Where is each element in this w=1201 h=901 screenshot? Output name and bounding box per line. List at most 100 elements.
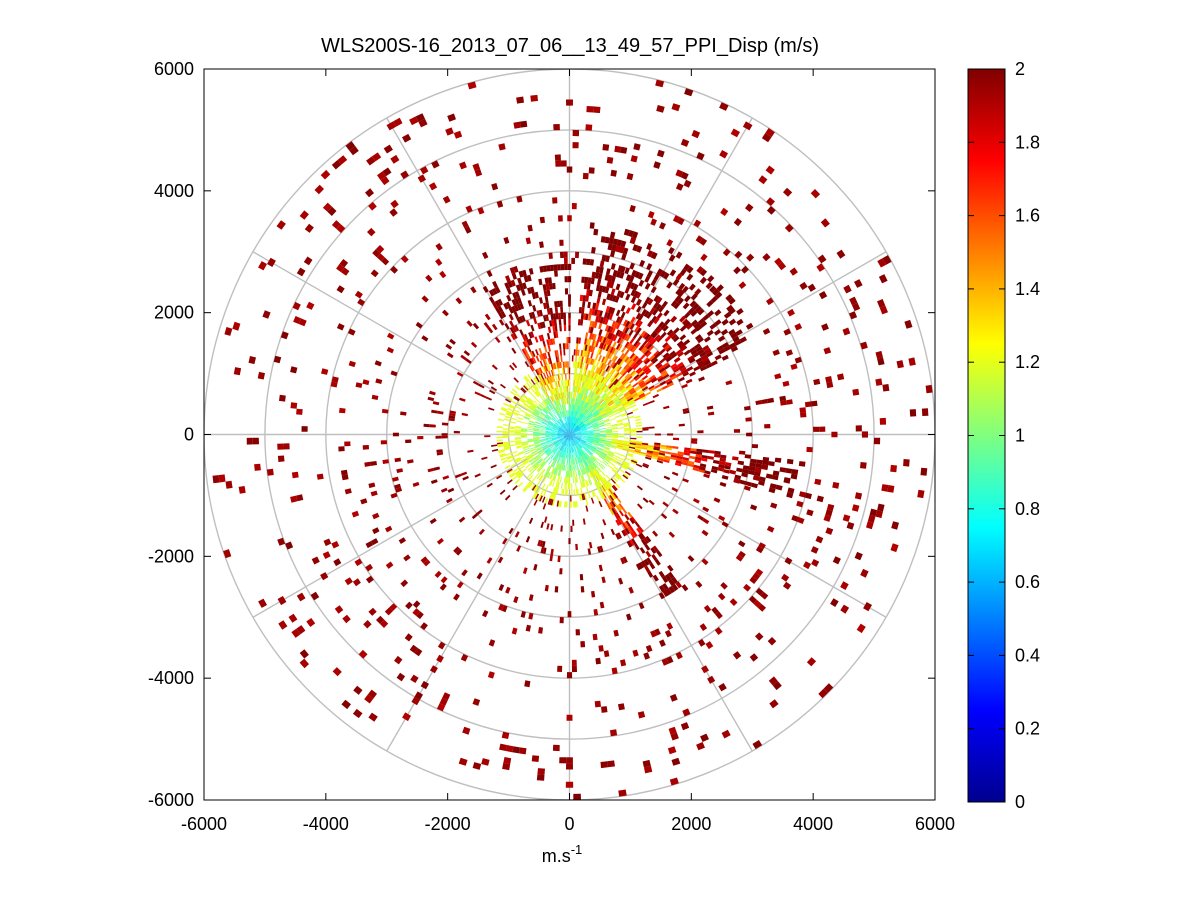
colorbar-tick-label: 0.2 <box>1015 719 1040 739</box>
velocity-cell <box>503 757 512 765</box>
velocity-cell <box>588 406 594 412</box>
velocity-cell <box>638 562 644 569</box>
velocity-cell <box>593 439 600 442</box>
velocity-cell <box>575 436 582 438</box>
velocity-cell <box>593 461 598 468</box>
velocity-cell <box>682 302 690 310</box>
velocity-cell <box>445 343 453 350</box>
velocity-cell <box>528 380 534 387</box>
velocity-cell <box>521 348 527 355</box>
velocity-cell <box>597 397 603 404</box>
velocity-cell <box>615 519 620 526</box>
velocity-cell <box>678 423 685 427</box>
velocity-cell <box>592 490 597 497</box>
velocity-cell <box>612 500 618 507</box>
velocity-cell <box>570 440 572 447</box>
velocity-cell <box>636 245 643 253</box>
velocity-cell <box>672 278 680 286</box>
velocity-cell <box>578 406 581 412</box>
velocity-cell <box>664 455 671 459</box>
velocity-cell <box>696 742 705 751</box>
velocity-cell <box>621 522 627 530</box>
velocity-cell <box>532 412 538 417</box>
velocity-cell <box>569 464 571 471</box>
velocity-cell <box>557 435 564 437</box>
velocity-cell <box>590 371 594 378</box>
velocity-cell <box>579 387 583 394</box>
velocity-cell <box>504 418 511 422</box>
velocity-cell <box>488 289 495 297</box>
velocity-cell <box>550 473 554 480</box>
velocity-cell <box>562 424 566 430</box>
velocity-cell <box>640 383 647 389</box>
velocity-cell <box>695 324 703 331</box>
velocity-cell <box>595 449 602 454</box>
velocity-cell <box>560 525 563 532</box>
velocity-cell <box>589 406 594 412</box>
velocity-cell <box>695 580 703 588</box>
velocity-cell <box>519 465 525 470</box>
velocity-cell <box>578 442 584 448</box>
velocity-cell <box>576 405 580 412</box>
velocity-cell <box>578 442 584 447</box>
velocity-cell <box>525 412 532 416</box>
velocity-cell <box>585 124 593 131</box>
velocity-cell <box>569 434 573 440</box>
velocity-cell <box>628 415 635 419</box>
velocity-cell <box>339 407 346 414</box>
velocity-cell <box>568 440 570 447</box>
velocity-cell <box>608 414 615 418</box>
velocity-cell <box>598 368 603 375</box>
velocity-cell <box>573 501 575 508</box>
velocity-cell <box>586 466 590 473</box>
velocity-cell <box>332 667 342 677</box>
velocity-cell <box>720 207 729 216</box>
velocity-cell <box>524 384 530 390</box>
velocity-cell <box>563 423 567 430</box>
velocity-cell <box>675 651 683 660</box>
velocity-cell <box>587 492 591 499</box>
velocity-cell <box>519 283 524 291</box>
velocity-cell <box>784 223 794 233</box>
velocity-cell <box>573 464 576 471</box>
velocity-cell <box>585 423 592 427</box>
velocity-cell <box>561 457 564 464</box>
velocity-cell <box>635 443 642 446</box>
velocity-cell <box>542 284 547 291</box>
velocity-cell <box>578 450 582 456</box>
velocity-cell <box>533 411 539 416</box>
velocity-cell <box>558 450 562 457</box>
velocity-cell <box>549 382 553 389</box>
velocity-cell <box>344 441 351 447</box>
velocity-cell <box>671 757 681 766</box>
velocity-cell <box>601 706 608 713</box>
velocity-cell <box>530 387 535 393</box>
velocity-cell <box>480 393 487 399</box>
velocity-cell <box>606 352 612 359</box>
velocity-cell <box>586 382 590 389</box>
velocity-cell <box>537 494 542 501</box>
velocity-cell <box>647 320 653 327</box>
velocity-cell <box>564 434 570 438</box>
velocity-cell <box>494 336 501 343</box>
velocity-cell <box>637 378 643 384</box>
velocity-cell <box>789 267 798 276</box>
velocity-cell <box>405 601 413 610</box>
velocity-cell <box>682 371 690 377</box>
velocity-cell <box>614 399 620 404</box>
velocity-cell <box>586 376 590 383</box>
velocity-cell <box>656 363 663 370</box>
velocity-cell <box>628 446 636 450</box>
velocity-cell <box>395 487 403 493</box>
colorbar-tick-label: 0.8 <box>1015 499 1040 519</box>
velocity-cell <box>573 417 577 424</box>
velocity-cell <box>695 454 702 458</box>
velocity-cell <box>584 444 590 449</box>
velocity-cell <box>592 393 597 399</box>
velocity-cell <box>592 365 596 372</box>
velocity-cell <box>423 559 431 567</box>
velocity-cell <box>569 434 572 441</box>
velocity-cell <box>545 438 552 440</box>
velocity-cell <box>623 462 630 467</box>
velocity-cell <box>551 395 555 402</box>
